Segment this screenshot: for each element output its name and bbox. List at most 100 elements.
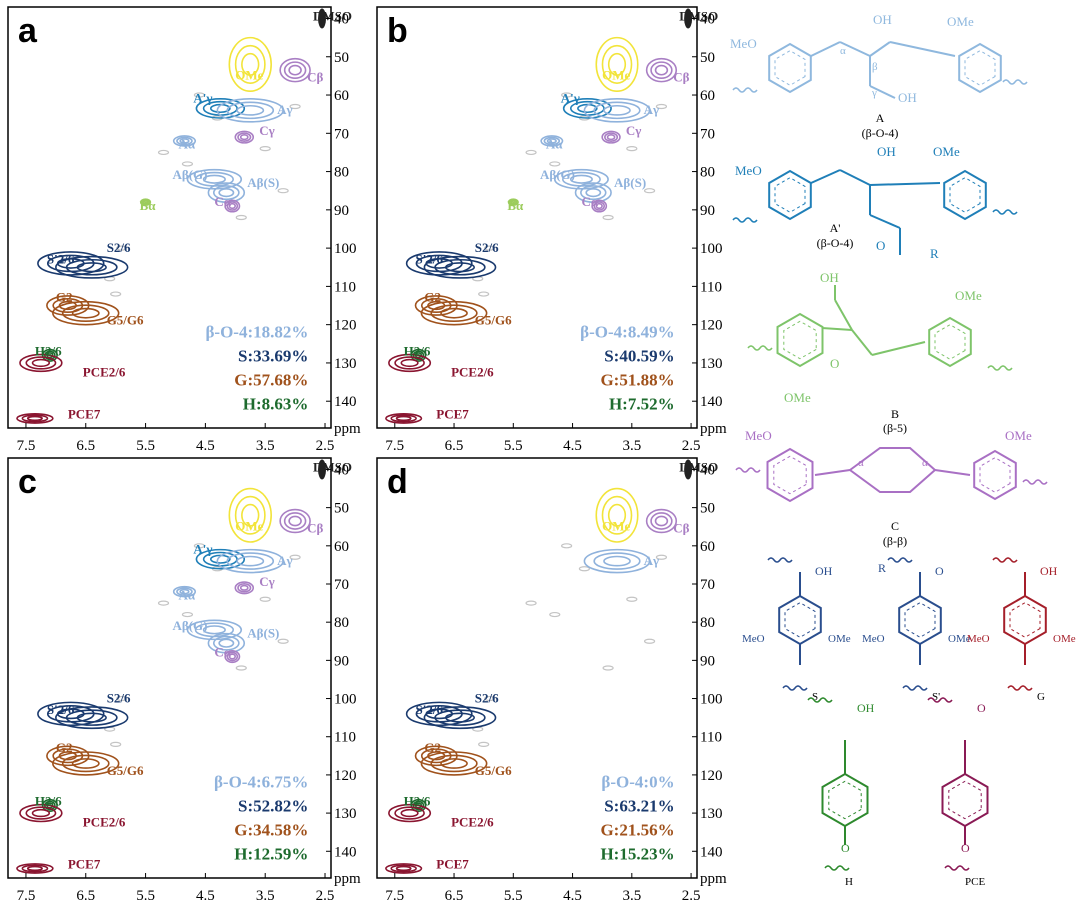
peak-label: S2/6 xyxy=(107,240,131,255)
contour-S26 xyxy=(76,262,107,273)
y-tick-label: 110 xyxy=(700,730,722,746)
bond xyxy=(869,85,896,99)
aromatic-ring xyxy=(828,780,862,820)
y-tick-label: 110 xyxy=(334,279,356,295)
contour-C xyxy=(645,508,678,534)
y-tick-label: 40 xyxy=(700,11,715,27)
peak-label: S'2/6 xyxy=(47,251,75,266)
oh-label: OH xyxy=(1040,564,1058,578)
aromatic-ring xyxy=(784,602,816,638)
noise-contour xyxy=(626,596,638,602)
y-tick-label: 90 xyxy=(700,203,715,219)
benzene-ring xyxy=(928,316,972,368)
benzene-ring xyxy=(766,447,814,503)
contour-A xyxy=(583,98,651,123)
contour-AG xyxy=(553,168,609,190)
contour-S26 xyxy=(405,251,473,276)
contour-A xyxy=(540,135,564,147)
y-tick-label: 60 xyxy=(700,88,715,104)
structure-sub: (β-5) xyxy=(883,421,907,435)
oh-label: OH xyxy=(815,564,833,578)
benzene-ring xyxy=(768,42,812,94)
oh-label: O xyxy=(977,701,986,715)
y-tick-label: 100 xyxy=(334,692,357,708)
axis-unit: ppm xyxy=(700,871,727,887)
peak-label: G5/G6 xyxy=(475,313,512,328)
noise-contour xyxy=(110,741,122,747)
benzene-ring xyxy=(973,449,1017,501)
contour-PCE26 xyxy=(388,353,432,373)
peak-label: DMSO xyxy=(679,459,718,474)
y-tick-label: 130 xyxy=(334,806,357,822)
noise-contour xyxy=(478,741,490,747)
x-tick-label: 4.5 xyxy=(563,438,582,454)
y-tick-label: 130 xyxy=(700,806,723,822)
contour-B xyxy=(142,200,149,205)
x-tick-label: 3.5 xyxy=(256,438,275,454)
contour-C xyxy=(234,581,255,595)
plot-frame xyxy=(7,457,332,879)
contour-AS xyxy=(580,185,607,201)
y-tick-label: 140 xyxy=(334,394,357,410)
x-tick-label: 5.5 xyxy=(504,438,523,454)
y-tick-label: 60 xyxy=(334,539,349,555)
oh-label: O xyxy=(935,564,944,578)
noise-contour xyxy=(602,214,614,221)
aromatic-ring xyxy=(979,457,1011,493)
oh-label: OH xyxy=(877,144,896,159)
wavy-bond xyxy=(732,217,758,223)
x-tick-label: 6.5 xyxy=(445,438,464,454)
contour-G5G6 xyxy=(430,304,478,323)
ome-label: OMe xyxy=(1053,633,1076,645)
alpha-label: α xyxy=(840,45,846,57)
noise-contour xyxy=(655,103,668,110)
contour-OMe xyxy=(228,36,272,92)
y-tick-label: 100 xyxy=(700,241,723,257)
wavy-bond xyxy=(1022,479,1048,485)
contour-OMe xyxy=(607,503,627,527)
contour-PCE26 xyxy=(31,808,51,818)
noise-contour xyxy=(116,695,128,702)
contour-C xyxy=(595,202,603,210)
y-tick-label: 70 xyxy=(334,577,349,593)
structure-label: A xyxy=(876,111,885,125)
contour-AS xyxy=(212,185,240,201)
contour-PCE7 xyxy=(385,863,423,874)
peak-label: Aβ(G) xyxy=(172,167,207,182)
peak-label: Aα xyxy=(178,137,195,152)
contour-C xyxy=(645,57,678,83)
noise-contour xyxy=(578,566,591,572)
peak-label: G5/G6 xyxy=(475,763,512,778)
x-tick-label: 7.5 xyxy=(385,438,404,454)
contour-C xyxy=(654,64,669,76)
noise-contour xyxy=(655,554,668,560)
y-tick-label: 80 xyxy=(334,615,349,631)
x-tick-label: 7.5 xyxy=(385,888,404,904)
wavy-bond xyxy=(992,557,1018,563)
contour-G5G6 xyxy=(61,304,110,323)
contour-G5G6 xyxy=(430,754,478,773)
contour-PCE7 xyxy=(16,863,54,874)
bond xyxy=(839,169,871,186)
axis-unit: ppm xyxy=(334,871,361,887)
contour-S26 xyxy=(37,701,105,727)
wavy-bond xyxy=(767,557,793,563)
contour-PCE26 xyxy=(394,356,425,370)
noise-contour xyxy=(157,149,170,156)
contour-G5G6 xyxy=(440,307,468,319)
y-tick-label: 90 xyxy=(334,653,349,669)
peak-label: A'γ xyxy=(193,91,212,106)
contour-C xyxy=(650,61,673,79)
aromatic-ring xyxy=(949,177,981,213)
y-tick-label: 110 xyxy=(700,279,722,295)
stat-value: G:51.88% xyxy=(600,370,674,389)
contour-PCE26 xyxy=(19,353,63,373)
peak-label: OMe xyxy=(602,519,630,534)
contour-B xyxy=(507,198,519,207)
x-tick-label: 2.5 xyxy=(682,438,701,454)
structure-Aprime: OH OMe MeO O R A'(β-O-4) xyxy=(732,144,1018,261)
contour-S26 xyxy=(423,706,497,730)
noise-contour xyxy=(193,543,206,549)
noise-contour xyxy=(116,245,128,251)
plot-frame xyxy=(376,457,698,879)
